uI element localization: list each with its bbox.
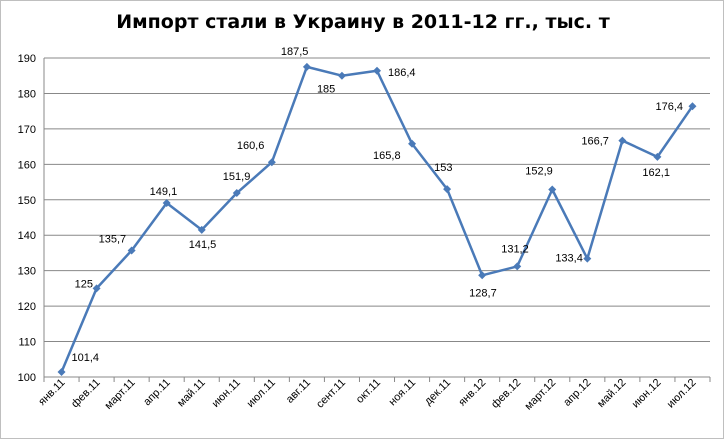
x-tick-label: июл.12 (665, 377, 699, 411)
x-tick-label: июн.11 (210, 377, 243, 410)
data-label: 162,1 (642, 167, 670, 179)
x-tick-label: май.12 (595, 377, 628, 410)
data-point (337, 71, 346, 80)
data-label: 160,6 (237, 140, 265, 152)
data-point (162, 198, 171, 207)
data-point (548, 185, 557, 194)
data-point (513, 262, 522, 271)
data-point (197, 225, 206, 234)
y-tick-label: 120 (18, 301, 36, 313)
data-point (583, 254, 592, 263)
data-label: 153 (434, 162, 452, 174)
data-point (653, 152, 662, 161)
data-point (373, 66, 381, 75)
x-tick-label: дек.11 (422, 377, 453, 408)
x-tick-label: март.11 (102, 377, 137, 412)
x-tick-label: март.12 (523, 377, 559, 413)
data-label: 131,2 (501, 243, 529, 255)
x-tick-label: ноя.11 (387, 377, 419, 409)
data-label: 166,7 (581, 136, 609, 148)
data-label: 135,7 (99, 233, 127, 245)
x-tick-label: май.11 (175, 377, 208, 410)
y-tick-label: 140 (18, 230, 36, 242)
data-label: 165,8 (373, 150, 401, 162)
data-point (232, 189, 241, 198)
x-tick-label: апр.11 (141, 377, 173, 409)
y-tick-label: 190 (18, 53, 36, 65)
x-tick-label: янв.11 (36, 377, 67, 408)
y-tick-label: 100 (18, 372, 36, 384)
y-tick-label: 180 (18, 88, 36, 100)
data-label: 185 (317, 84, 335, 96)
data-label: 187,5 (281, 46, 309, 58)
data-point (688, 102, 697, 111)
x-tick-label: апр.12 (561, 377, 593, 409)
y-tick-label: 170 (18, 124, 36, 136)
data-point (127, 246, 136, 255)
x-tick-label: фев.11 (69, 377, 103, 411)
data-label: 125 (75, 278, 93, 290)
series-line (60, 65, 694, 373)
data-label: 128,7 (469, 287, 497, 299)
chart-title: Импорт стали в Украину в 2011-12 гг., ты… (116, 11, 610, 33)
data-point (302, 62, 311, 71)
data-label: 176,4 (655, 101, 683, 113)
data-label: 101,4 (72, 352, 100, 364)
data-label: 186,4 (388, 67, 416, 79)
data-point (408, 139, 417, 148)
data-label: 151,9 (223, 171, 251, 183)
x-tick-label: окт.11 (354, 377, 383, 406)
x-tick-label: авг.11 (284, 377, 313, 406)
x-tick-label: июн.12 (630, 377, 664, 411)
x-tick-label: фев.12 (489, 377, 523, 411)
data-point (618, 136, 627, 145)
data-point (267, 158, 276, 167)
y-tick-label: 110 (18, 337, 36, 349)
x-tick-label: янв.12 (456, 377, 488, 409)
data-point (57, 368, 66, 377)
x-tick-label: июл.11 (245, 377, 278, 410)
y-tick-label: 160 (18, 159, 36, 171)
data-label: 149,1 (150, 186, 178, 198)
data-label: 141,5 (189, 239, 217, 251)
y-tick-label: 130 (18, 266, 36, 278)
data-point (92, 284, 101, 293)
data-label: 133,4 (555, 253, 583, 265)
data-point (443, 185, 452, 194)
y-tick-label: 150 (18, 195, 36, 207)
x-tick-label: сент.11 (314, 377, 348, 411)
data-label: 152,9 (525, 165, 553, 177)
data-point (478, 271, 487, 280)
